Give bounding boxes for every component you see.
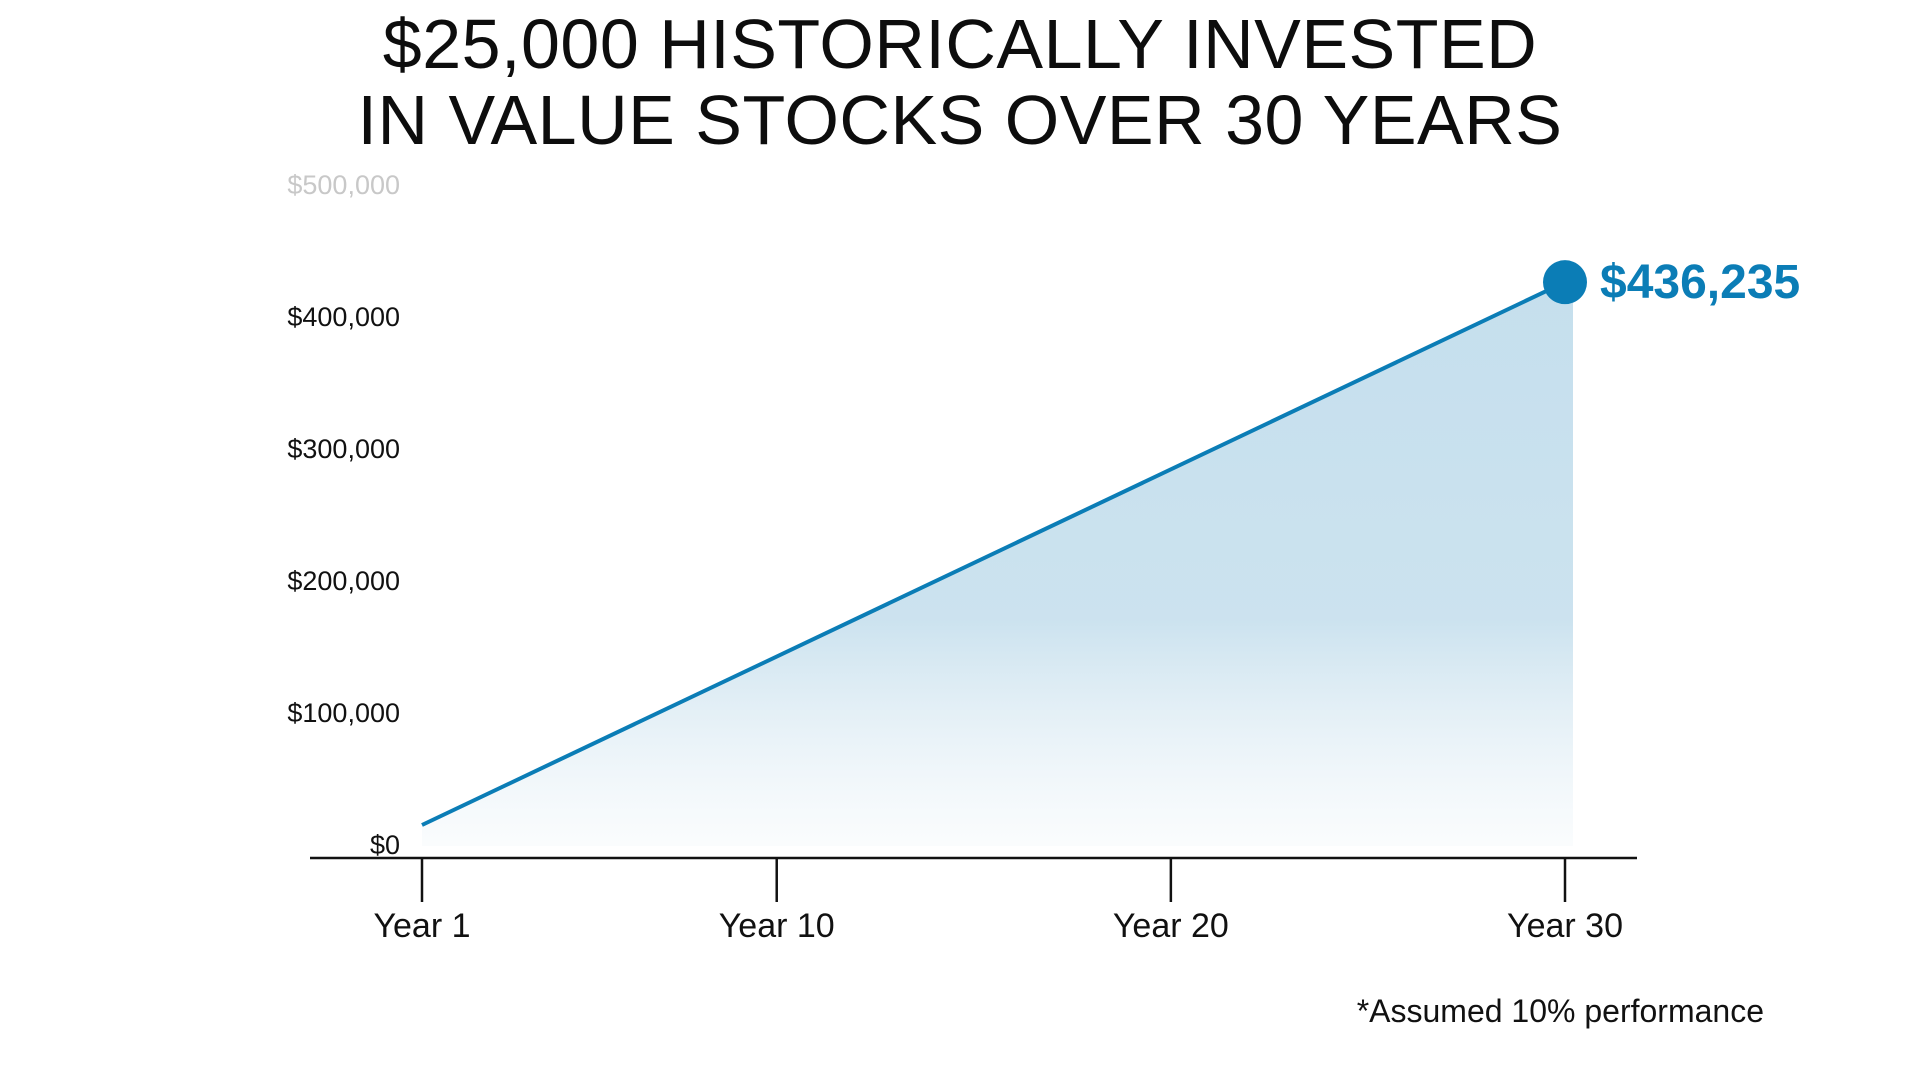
x-tick-label: Year 10	[719, 907, 835, 945]
y-tick-label: $200,000	[287, 566, 400, 596]
end-point-marker	[1543, 260, 1587, 305]
y-tick-label: $400,000	[287, 302, 400, 332]
footnote: *Assumed 10% performance	[1356, 993, 1764, 1029]
y-tick-label: $100,000	[287, 698, 400, 728]
x-tick-label: Year 20	[1113, 907, 1229, 945]
y-tick-label: $0	[370, 830, 400, 860]
y-tick-label: $500,000	[287, 170, 400, 200]
x-tick-label: Year 1	[373, 907, 470, 945]
title-line-2: IN VALUE STOCKS OVER 30 YEARS	[357, 81, 1563, 159]
area-fill	[422, 282, 1573, 846]
chart-title: $25,000 HISTORICALLY INVESTED IN VALUE S…	[0, 6, 1920, 158]
end-value-label: $436,235	[1600, 256, 1800, 309]
title-line-1: $25,000 HISTORICALLY INVESTED	[382, 5, 1538, 83]
y-tick-label: $300,000	[287, 434, 400, 464]
x-tick-label: Year 30	[1507, 907, 1623, 945]
series-line	[421, 280, 1566, 827]
